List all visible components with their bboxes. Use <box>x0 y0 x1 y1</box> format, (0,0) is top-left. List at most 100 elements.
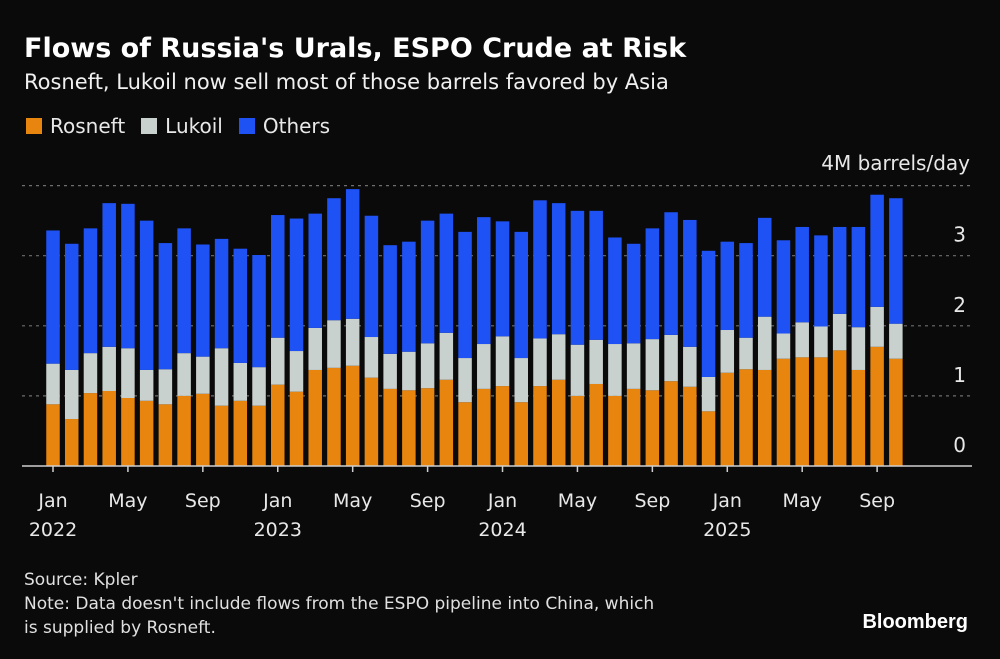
bar-segment-rosneft <box>608 395 622 466</box>
bar-stack <box>83 228 98 466</box>
bar-segment-rosneft <box>402 390 416 466</box>
bar-segment-rosneft <box>383 388 397 466</box>
y-tick-label: 2 <box>953 293 966 317</box>
bar-stack <box>383 245 397 466</box>
bar-segment-others <box>233 248 248 363</box>
bar-segment-lukoil <box>720 330 735 373</box>
bar-segment-rosneft <box>683 386 697 466</box>
bar-segment-lukoil <box>271 337 285 385</box>
bar-segment-others <box>64 243 79 370</box>
bar-segment-others <box>308 213 322 328</box>
bar-stack <box>158 243 173 466</box>
bar-stack <box>701 250 716 466</box>
bar-stack <box>683 219 697 466</box>
bar-segment-others <box>458 231 472 359</box>
legend-label-others: Others <box>262 114 331 138</box>
legend-label-lukoil: Lukoil <box>165 114 223 138</box>
bar-segment-rosneft <box>664 381 678 466</box>
x-tick-label-month: May <box>108 490 147 512</box>
legend-item-others: Others <box>238 114 331 138</box>
bar-stack <box>832 226 847 466</box>
bar-segment-lukoil <box>139 369 154 401</box>
bar-segment-others <box>83 228 98 354</box>
x-tick-label-month: May <box>783 490 822 512</box>
bar-stack <box>645 228 660 466</box>
bar-segment-lukoil <box>233 362 248 401</box>
x-tick-label-month: Jan <box>262 490 292 512</box>
bar-segment-others <box>626 243 641 344</box>
bar-segment-lukoil <box>64 369 79 420</box>
bar-segment-rosneft <box>739 369 753 466</box>
bar-segment-lukoil <box>158 369 173 405</box>
bar-stack <box>121 203 135 466</box>
bar-segment-others <box>439 213 454 333</box>
bar-segment-rosneft <box>364 377 379 466</box>
bar-stack <box>102 203 116 466</box>
x-tick-label-year: 2025 <box>703 519 751 541</box>
bar-stack <box>364 215 379 466</box>
bar-segment-others <box>327 198 341 321</box>
bar-segment-others <box>214 238 229 349</box>
bar-segment-rosneft <box>570 395 585 466</box>
bar-segment-others <box>383 245 397 354</box>
bar-segment-others <box>402 241 416 352</box>
bar-segment-lukoil <box>589 339 603 384</box>
bar-stack <box>495 221 510 466</box>
bar-segment-rosneft <box>289 391 304 466</box>
bar-segment-others <box>196 244 210 357</box>
bar-segment-lukoil <box>177 353 191 396</box>
bar-segment-lukoil <box>308 327 322 370</box>
bar-segment-others <box>46 230 60 364</box>
bar-segment-lukoil <box>327 320 341 368</box>
bar-stack <box>720 241 735 466</box>
bar-segment-rosneft <box>720 372 735 466</box>
bar-segment-rosneft <box>308 369 322 466</box>
x-tick-label-month: Jan <box>487 490 517 512</box>
bar-segment-others <box>795 226 809 323</box>
bar-segment-lukoil <box>851 327 866 370</box>
bar-segment-lukoil <box>701 376 716 412</box>
bar-segment-others <box>870 194 884 307</box>
bar-stack <box>439 213 454 466</box>
bar-segment-lukoil <box>214 348 229 406</box>
bar-segment-lukoil <box>626 343 641 389</box>
gridlines <box>22 185 972 397</box>
bloomberg-logo: Bloomberg <box>862 611 968 633</box>
bar-stack <box>570 210 585 466</box>
bar-stack <box>177 228 191 466</box>
bar-segment-rosneft <box>645 390 660 466</box>
bar-segment-rosneft <box>514 402 528 466</box>
bar-segment-rosneft <box>589 383 603 466</box>
bar-segment-others <box>177 228 191 354</box>
legend-swatch-rosneft <box>26 118 42 134</box>
bar-segment-lukoil <box>514 358 528 403</box>
bar-stack <box>626 243 641 466</box>
bar-segment-others <box>851 226 866 328</box>
bar-segment-lukoil <box>608 344 622 396</box>
bar-segment-others <box>664 212 678 335</box>
bar-segment-others <box>757 217 772 317</box>
bar-chart: 0 1 2 3 Jan 2022 May Sep Jan 2023 May Sep Jan 2024 Ma… <box>22 185 972 541</box>
legend-item-rosneft: Rosneft <box>26 114 125 138</box>
bar-segment-rosneft <box>46 404 60 466</box>
bar-segment-rosneft <box>795 357 809 466</box>
source-text: Source: Kpler <box>24 570 138 590</box>
bar-segment-lukoil <box>814 326 828 358</box>
bar-segment-lukoil <box>345 318 360 366</box>
bar-segment-lukoil <box>645 339 660 391</box>
bar-stack <box>776 240 791 466</box>
bar-segment-lukoil <box>533 338 547 387</box>
bar-stack <box>551 203 566 466</box>
bar-segment-others <box>683 219 697 347</box>
bar-stack <box>214 238 229 466</box>
footer: Source: Kpler Note: Data doesn't include… <box>24 568 654 640</box>
bar-segment-others <box>514 231 528 359</box>
bar-segment-others <box>701 250 716 377</box>
bar-segment-rosneft <box>83 393 98 466</box>
x-tick-label-month: Jan <box>37 490 67 512</box>
bar-stack <box>514 231 528 466</box>
bar-stack <box>420 220 435 466</box>
legend: Rosneft Lukoil Others <box>26 114 346 138</box>
bar-stack <box>327 198 341 466</box>
bar-segment-lukoil <box>420 343 435 389</box>
